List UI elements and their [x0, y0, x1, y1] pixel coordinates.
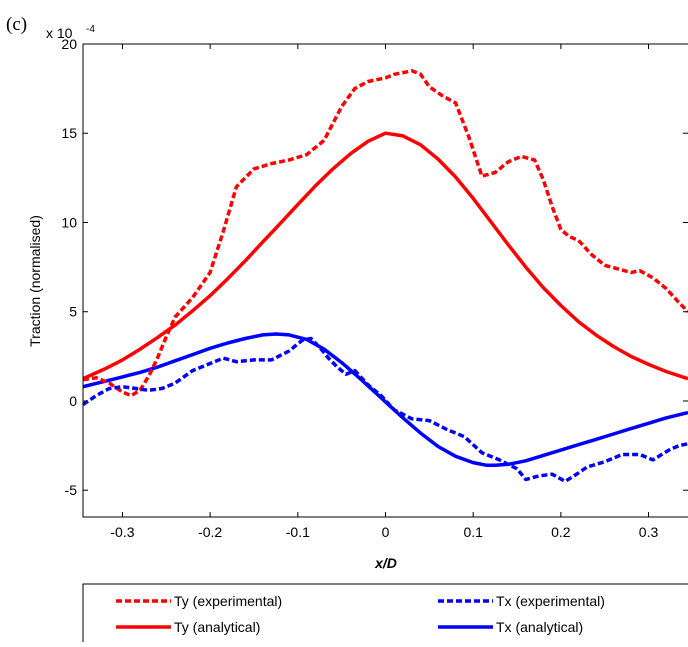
y-tick-label: 15	[61, 125, 77, 141]
x-tick-label: -0.2	[198, 524, 222, 540]
y-tick-label: 20	[61, 36, 77, 52]
y-tick-label: 0	[69, 393, 77, 409]
x-tick-label: 0.1	[463, 524, 483, 540]
panel-label: (c)	[6, 14, 27, 35]
series-line-tx-experimental	[83, 336, 688, 484]
series-layer	[83, 69, 688, 484]
plot-area-frame	[82, 43, 688, 518]
x-tick-label: -0.1	[286, 524, 310, 540]
x-tick-label: 0.3	[639, 524, 659, 540]
series-line-tx-analytical	[83, 332, 688, 467]
series-line-ty-analytical	[83, 131, 688, 381]
legend-label: Ty (analytical)	[174, 619, 260, 635]
legend-box	[82, 583, 688, 645]
y-scale-label: x 10	[46, 25, 73, 41]
legend-label: Tx (analytical)	[496, 619, 583, 635]
legend-label: Tx (experimental)	[496, 593, 605, 609]
x-tick-label: -0.3	[110, 524, 134, 540]
x-tick-label: 0.2	[551, 524, 571, 540]
axes-layer: -0.3 -0.2 -0.1 0 0.1 0.2 0.3 -5 0 5 10 15 20	[61, 36, 688, 540]
y-tick-label: 10	[61, 214, 77, 230]
x-axis-label: x/D	[374, 555, 397, 571]
y-scale-exponent: -4	[86, 24, 95, 35]
y-tick-label: 5	[69, 304, 77, 320]
y-axis-label: Traction (normalised)	[27, 215, 43, 347]
series-line-ty-experimental	[83, 69, 688, 398]
y-scale-multiplier: x 10 -4	[46, 24, 95, 41]
legend: Ty (experimental) Tx (experimental) Ty (an…	[116, 593, 605, 635]
legend-label: Ty (experimental)	[174, 593, 282, 609]
y-tick-label: -5	[65, 482, 78, 498]
x-tick-label: 0	[382, 524, 390, 540]
